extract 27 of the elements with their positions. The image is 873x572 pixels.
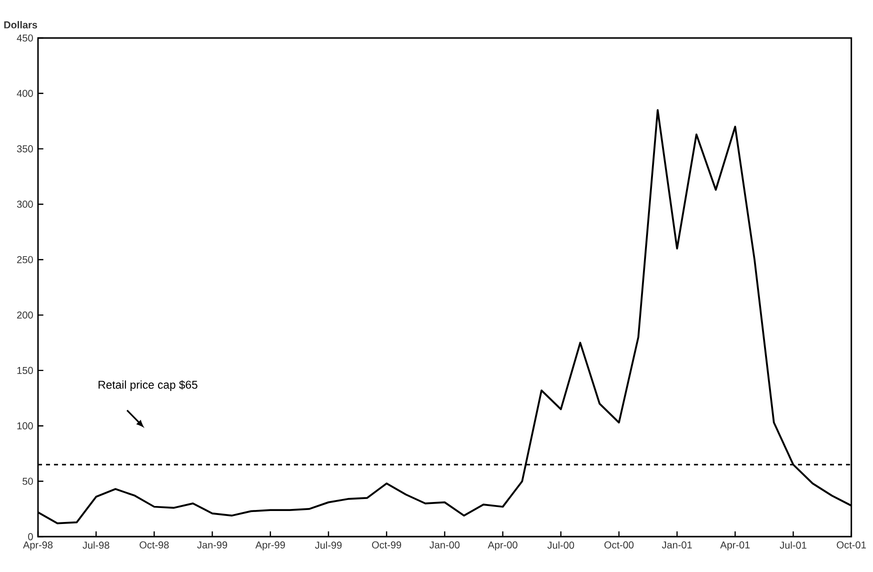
x-tick-label: Oct-00 [604,541,634,548]
x-tick-label: Oct-99 [372,541,402,548]
x-tick-label: Jul-99 [315,541,342,549]
x-tick-label: Oct-98 [140,541,169,548]
y-tick-label: 300 [16,200,33,208]
y-tick-label: 50 [22,478,33,485]
x-tick-label: Jan-99 [197,541,228,548]
y-tick-label: 0 [28,533,33,540]
x-tick-label: Jan-01 [662,541,692,548]
y-tick-label: 450 [16,34,33,42]
x-tick-label: Apr-01 [720,541,750,550]
x-tick-label: Apr-00 [488,541,518,550]
y-tick-label: 200 [17,311,33,319]
y-tick-label: 250 [17,256,33,264]
y-tick-label: 150 [17,366,33,374]
x-tick-label: Jul-01 [780,541,806,549]
y-tick-label: 350 [16,145,33,152]
x-tick-label: Jul-00 [547,541,574,549]
x-tick-label: Apr-99 [255,541,285,550]
y-axis-title: Dollars [4,21,38,28]
x-tick-label: Jul-98 [82,541,110,549]
x-tick-label: Jan-00 [430,541,460,548]
ref-line-label: Retail price cap $65 [98,380,198,391]
x-tick-label: Oct-01 [836,541,866,548]
y-tick-label: 100 [17,422,33,430]
x-tick-label: Apr-98 [23,541,53,550]
y-tick-label: 400 [16,90,33,97]
